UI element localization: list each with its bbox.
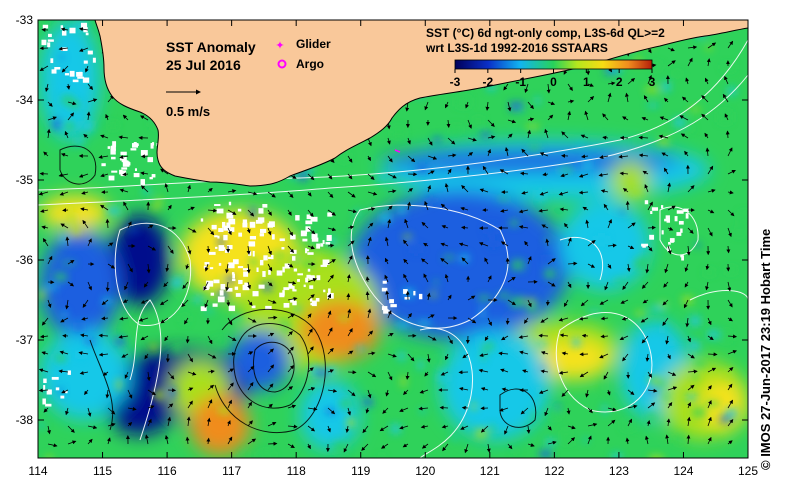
y-tick-label: -35 [16, 173, 34, 187]
colorbar-tick-label: 3 [649, 75, 656, 89]
x-tick-label: 119 [351, 464, 370, 478]
x-tick-label: 120 [415, 464, 435, 478]
argo-marker-icon [277, 59, 287, 69]
plot-frame [37, 19, 749, 459]
legend-argo: Argo [296, 57, 324, 71]
colorbar-title-line1: SST (°C) 6d ngt-only comp, L3S-6d QL>=2 [426, 26, 665, 40]
x-tick-label: 121 [480, 464, 500, 478]
colorbar-tick-label: -2 [482, 75, 493, 89]
glider-marker-icon: ✦ [275, 40, 284, 52]
colorbar-tick-label: 2 [616, 75, 623, 89]
x-tick-label: 125 [738, 464, 758, 478]
x-tick-label: 123 [609, 464, 629, 478]
cloud-gaps [41, 22, 689, 407]
glider-track [394, 149, 401, 153]
colorbar-ticks: -3 -2 -1 0 1 2 3 [450, 69, 656, 89]
colorbar-tick-label: 1 [583, 75, 590, 89]
x-axis: 114 115 116 117 118 119 120 121 122 123 124 125 [28, 20, 758, 478]
map-date: 25 Jul 2016 [166, 57, 241, 73]
white-contours [38, 39, 748, 458]
sst-field [38, 20, 748, 458]
y-tick-label: -34 [16, 93, 34, 107]
x-tick-label: 115 [93, 464, 112, 478]
y-axis: -33-34-35-36-37-38 [16, 13, 748, 427]
x-tick-label: 124 [673, 464, 693, 478]
colorbar-tick-label: -1 [515, 75, 526, 89]
colorbar-title-line2: wrt L3S-1d 1992-2016 SSTAARS [425, 41, 608, 55]
x-tick-label: 114 [28, 464, 47, 478]
x-tick-label: 116 [158, 464, 177, 478]
colorbar [454, 59, 653, 70]
map-title: SST Anomaly [166, 39, 256, 55]
y-tick-label: -33 [16, 13, 34, 27]
x-tick-label: 118 [287, 464, 306, 478]
black-contours [59, 145, 537, 434]
y-tick-label: -37 [16, 333, 34, 347]
colorbar-tick-label: -3 [450, 75, 461, 89]
map-annotations: SST Anomaly 25 Jul 2016 0.5 m/s ✦ Glider… [166, 26, 665, 119]
credit-label: © IMOS 27-Jun-2017 23:19 Hobart Time [758, 228, 773, 470]
colorbar-tick-label: 0 [550, 75, 557, 89]
legend-glider: Glider [296, 37, 331, 51]
y-tick-label: -38 [16, 413, 34, 427]
x-tick-label: 117 [222, 464, 241, 478]
scale-arrow-label: 0.5 m/s [166, 104, 210, 119]
y-tick-label: -36 [16, 253, 34, 267]
x-tick-label: 122 [544, 464, 564, 478]
